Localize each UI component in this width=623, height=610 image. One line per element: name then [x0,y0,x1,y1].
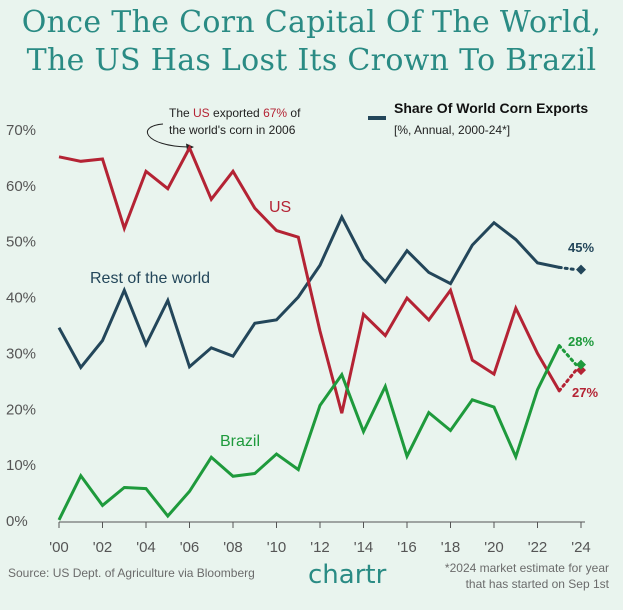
series-line-brazil [57,344,561,521]
y-tick-label: 60% [6,178,36,195]
chart-title-line-1: Once The Corn Capital Of The World, [21,5,602,40]
series-label-rest-of-world: Rest of the world [90,270,210,287]
end-label-brazil: 28% [568,334,594,349]
annotation-arrow [146,123,189,148]
estimate-marker-brazil [576,359,586,370]
x-tick-label: '14 [354,539,374,556]
x-tick-label: '06 [180,539,200,556]
x-tick-label: '10 [267,539,287,556]
x-tick-label: '24 [571,539,591,556]
legend-subtitle: [%, Annual, 2000-24*] [394,123,510,137]
x-tick-label: '04 [136,539,156,556]
footnote-line-2: that has started on Sep 1st [465,577,609,591]
estimate-marker-rest [576,264,586,275]
chart-title: Once The Corn Capital Of The World, The … [0,4,623,80]
source-note: Source: US Dept. of Agriculture via Bloo… [8,566,255,580]
y-tick-label: 70% [6,122,36,139]
x-tick-label: '16 [397,539,417,556]
x-tick-label: '22 [528,539,548,556]
x-tick-label: '18 [441,539,461,556]
estimate-connector-us [557,368,578,393]
footnote-line-1: *2024 market estimate for year [444,561,609,575]
y-tick-label: 10% [6,457,36,474]
y-tick-label: 30% [6,345,36,362]
series-label-us: US [269,199,291,216]
estimate-footnote: *2024 market estimate for year that has … [399,560,609,592]
annotation-us-2006: The US exported 67% of the world's corn … [146,106,301,151]
y-tick-label: 50% [6,234,36,251]
brand-logo: chartr [308,560,387,590]
estimate-marker-us [576,365,586,376]
end-label-us: 27% [572,385,598,400]
x-tick-label: '20 [484,539,504,556]
y-tick-label: 20% [6,401,36,418]
series-label-brazil: Brazil [220,433,260,450]
estimate-connector-rest [557,265,578,272]
estimate-connector-brazil [557,344,578,367]
y-tick-label: 40% [6,290,36,307]
chart-title-line-2: The US Has Lost Its Crown To Brazil [26,43,597,78]
series-line-rest [57,213,560,371]
end-label-rest-of-world: 45% [568,240,594,255]
y-axis: 0% 10% 20% 30% 40% 50% 60% 70% [6,122,36,530]
x-tick-label: '02 [93,539,113,556]
y-tick-label: 0% [6,513,28,530]
x-tick-label: '00 [49,539,69,556]
series-layer [57,144,586,521]
legend-title: Share Of World Corn Exports [394,100,588,116]
x-tick-label: '12 [310,539,330,556]
legend: Share Of World Corn Exports [%, Annual, … [368,100,588,137]
series-line-us [58,144,561,414]
x-tick-label: '08 [223,539,243,556]
annotation-line-1: The US exported 67% of [169,106,301,120]
x-axis: '00 '02 '04 '06 '08 '10 '12 '14 '16 '18 '20 '22 '24 [49,521,591,556]
annotation-line-2: the world's corn in 2006 [169,123,296,137]
